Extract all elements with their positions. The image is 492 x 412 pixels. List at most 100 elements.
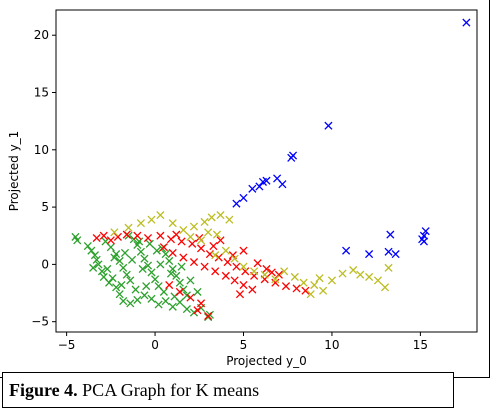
point-s0-11 (115, 290, 124, 299)
point-s2-14 (204, 228, 213, 237)
point-s1-27 (200, 262, 209, 271)
point-s0-57 (159, 287, 168, 296)
point-s0-13 (126, 299, 135, 308)
point-s1-10 (188, 239, 197, 248)
point-s0-39 (150, 275, 160, 284)
point-s0-31 (122, 270, 131, 279)
point-s0-56 (142, 282, 151, 291)
point-s0-48 (182, 291, 191, 300)
point-s2-35 (315, 274, 324, 283)
point-s0-4 (90, 251, 99, 260)
point-s1-9 (177, 237, 186, 246)
point-s2-34 (306, 290, 315, 299)
x-tick-label-2: 5 (240, 338, 248, 352)
point-s3-3 (255, 182, 264, 191)
point-s1-39 (235, 290, 245, 299)
point-s2-0 (110, 228, 119, 237)
point-s0-37 (143, 261, 153, 270)
point-s3-9 (288, 151, 298, 160)
point-s1-15 (232, 262, 241, 271)
point-s0-36 (140, 254, 149, 263)
point-s0-55 (131, 285, 140, 294)
point-s1-41 (239, 246, 248, 255)
point-s2-3 (147, 215, 156, 224)
point-s2-33 (380, 283, 390, 292)
point-s3-15 (419, 237, 428, 246)
point-s1-43 (274, 270, 283, 279)
point-s0-21 (182, 305, 191, 314)
point-s3-10 (324, 121, 333, 130)
point-s3-19 (365, 250, 374, 259)
point-s1-33 (165, 280, 174, 290)
point-s1-6 (143, 233, 153, 243)
x-tick-label-3: 10 (324, 338, 339, 352)
point-s0-32 (126, 276, 135, 285)
point-s0-15 (140, 291, 149, 300)
point-s1-42 (262, 264, 271, 274)
point-s0-30 (119, 263, 128, 272)
point-s1-24 (168, 248, 177, 257)
point-s0-59 (94, 260, 103, 269)
point-s0-9 (105, 278, 114, 287)
point-s0-5 (92, 255, 101, 264)
point-s0-47 (179, 285, 188, 294)
point-s2-13 (196, 236, 206, 245)
point-s1-19 (271, 278, 280, 287)
point-s1-20 (281, 282, 291, 291)
point-s2-11 (225, 215, 234, 224)
point-s1-48 (253, 259, 262, 268)
point-s1-11 (196, 244, 206, 253)
x-tick-label-0: −5 (58, 338, 76, 352)
point-s1-30 (230, 276, 239, 285)
point-s1-46 (209, 241, 218, 251)
point-s0-53 (108, 274, 117, 283)
point-s0-27 (106, 243, 115, 252)
point-s2-8 (200, 217, 209, 227)
point-s0-60 (103, 264, 112, 274)
point-s1-25 (179, 253, 188, 262)
point-s0-6 (89, 263, 98, 272)
point-s1-29 (221, 271, 230, 280)
point-s1-35 (186, 293, 195, 302)
point-s1-32 (248, 285, 257, 294)
point-s1-1 (99, 231, 108, 240)
point-s0-2 (83, 241, 92, 251)
point-s1-49 (267, 268, 276, 277)
point-s2-12 (186, 232, 195, 241)
point-s2-19 (260, 270, 269, 279)
point-s2-31 (373, 276, 383, 285)
point-s1-34 (175, 287, 184, 296)
point-s0-44 (168, 264, 177, 274)
point-s1-3 (113, 232, 122, 241)
point-s2-24 (310, 280, 319, 290)
point-s1-40 (216, 236, 225, 245)
y-tick-label-0: −5 (31, 315, 49, 329)
y-tick-label-2: 5 (41, 200, 49, 214)
point-s0-51 (145, 239, 154, 248)
caption-label: Figure 4. (9, 380, 78, 400)
x-axis-label: Projected y_0 (226, 354, 307, 368)
point-s0-65 (156, 260, 165, 269)
point-s1-23 (159, 243, 168, 252)
point-s1-16 (241, 267, 250, 276)
point-s0-52 (152, 246, 161, 255)
point-s0-38 (147, 268, 156, 277)
points-layer (71, 18, 471, 322)
point-s0-69 (193, 287, 202, 296)
point-s1-13 (214, 253, 223, 262)
y-tick-label-3: 10 (34, 143, 49, 157)
point-s1-36 (196, 299, 206, 308)
point-s2-22 (290, 272, 299, 282)
point-s0-22 (189, 308, 199, 317)
y-axis-label: Projected y_1 (7, 131, 21, 212)
point-s0-12 (119, 297, 128, 306)
point-s2-4 (156, 211, 165, 220)
plot-area-border (55, 9, 478, 333)
point-s2-21 (280, 267, 289, 276)
x-axis-ticks: −5 0 5 10 15 (58, 332, 428, 352)
point-s0-67 (177, 262, 186, 271)
point-s0-42 (161, 250, 170, 259)
point-s0-14 (133, 295, 142, 304)
point-s1-4 (122, 230, 131, 239)
point-s3-5 (262, 176, 271, 185)
